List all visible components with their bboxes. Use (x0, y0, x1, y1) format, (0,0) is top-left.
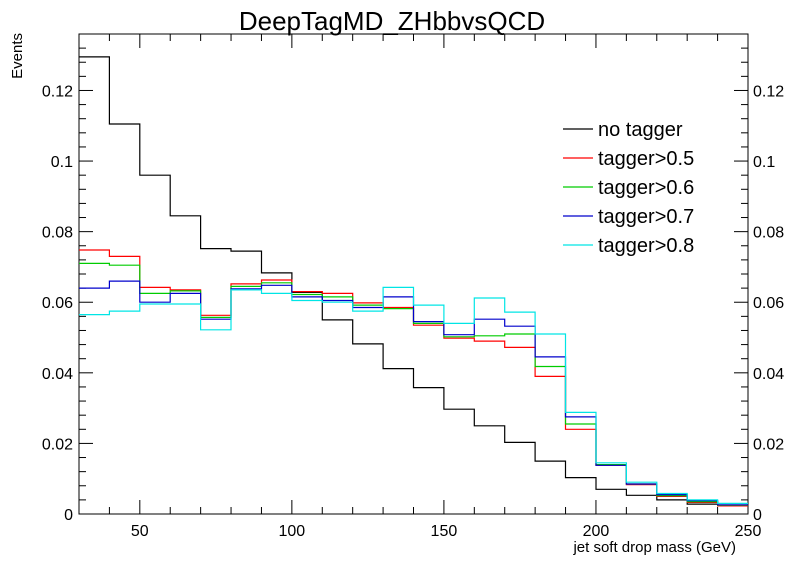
x-tick-label: 150 (431, 523, 458, 540)
x-tick-label: 200 (583, 523, 610, 540)
series-4-histogram (79, 280, 748, 506)
x-tick-label: 50 (131, 523, 149, 540)
legend-label: tagger>0.6 (598, 177, 694, 199)
plot-frame (78, 33, 749, 515)
y-tick-label-right: 0 (753, 507, 762, 524)
series-5-histogram (79, 286, 748, 504)
x-tick-label: 100 (279, 523, 306, 540)
series-1-histogram (79, 56, 748, 507)
chart-title: DeepTagMD_ZHbbvsQCD (239, 6, 545, 36)
y-tick-label-right: 0.04 (753, 366, 784, 383)
y-tick-label: 0.08 (42, 225, 73, 242)
legend-label: tagger>0.5 (598, 148, 694, 170)
legend-label: tagger>0.7 (598, 206, 694, 228)
y-tick-label: 0.06 (42, 295, 73, 312)
legend-label: tagger>0.8 (598, 235, 694, 257)
y-tick-label: 0.1 (51, 154, 73, 171)
legend: no tagger tagger>0.5 tagger>0.6 tagger>0.7 t… (563, 119, 694, 257)
y-tick-label-right: 0.08 (753, 225, 784, 242)
y-tick-label-right: 0.1 (753, 154, 775, 171)
y-tick-label: 0.02 (42, 436, 73, 453)
y-tick-label: 0 (64, 507, 73, 524)
x-axis-title: jet soft drop mass (GeV) (572, 539, 736, 556)
y-tick-label: 0.12 (42, 83, 73, 100)
x-tick-label: 250 (735, 523, 762, 540)
y-tick-label-right: 0.02 (753, 436, 784, 453)
y-tick-label-right: 0.12 (753, 83, 784, 100)
y-axis-title: Events (9, 33, 26, 79)
legend-label: no tagger (598, 119, 683, 141)
y-tick-label-right: 0.06 (753, 295, 784, 312)
y-tick-label: 0.04 (42, 366, 73, 383)
